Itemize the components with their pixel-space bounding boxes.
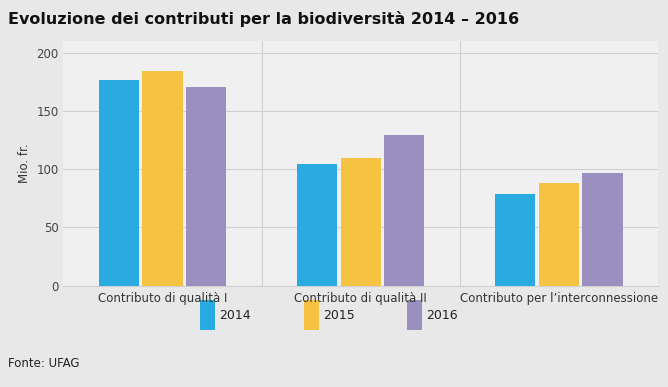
Bar <box>99 80 139 286</box>
Bar <box>539 183 579 286</box>
Bar <box>304 300 319 330</box>
Bar <box>142 71 182 286</box>
Bar <box>407 300 422 330</box>
Text: 2014: 2014 <box>219 309 250 322</box>
Y-axis label: Mio. fr.: Mio. fr. <box>18 144 31 183</box>
Bar <box>495 194 535 286</box>
Bar <box>186 87 226 286</box>
Bar <box>341 158 381 286</box>
Bar <box>297 164 337 286</box>
Text: Fonte: UFAG: Fonte: UFAG <box>8 358 79 370</box>
Text: 2016: 2016 <box>426 309 458 322</box>
Bar <box>582 173 623 286</box>
Bar <box>200 300 215 330</box>
Bar <box>384 135 424 286</box>
Text: Evoluzione dei contributi per la biodiversità 2014 – 2016: Evoluzione dei contributi per la biodive… <box>8 10 519 27</box>
Text: 2015: 2015 <box>323 309 355 322</box>
